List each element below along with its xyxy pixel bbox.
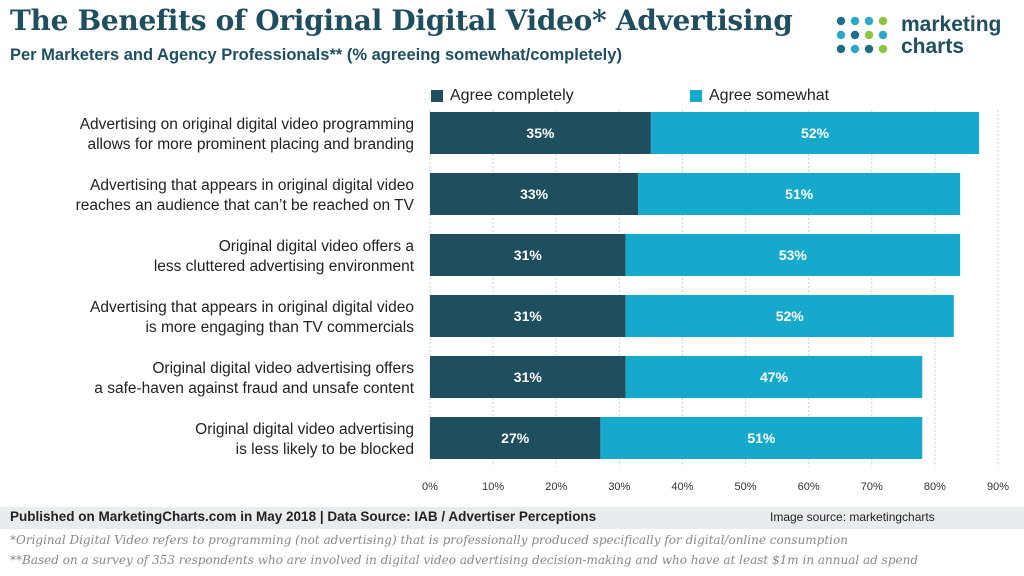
legend-item-somewhat: Agree somewhat <box>690 87 829 105</box>
logo-dot <box>836 16 846 26</box>
bar-agree-somewhat <box>650 112 980 154</box>
bar-agree-completely <box>430 173 639 215</box>
chart-subtitle: Per Marketers and Agency Professionals**… <box>10 46 622 64</box>
logo-dot <box>864 30 874 40</box>
bar-value-label: 52% <box>776 308 805 324</box>
bar-agree-completely <box>430 112 651 154</box>
x-tick-label: 90% <box>987 481 1009 493</box>
logo-line2: charts <box>901 35 965 58</box>
logo-dots-icon <box>836 16 888 54</box>
logo-dot <box>836 30 846 40</box>
logo-dot <box>850 30 860 40</box>
bar-value-label: 31% <box>514 308 543 324</box>
chart-title: The Benefits of Original Digital Video* … <box>10 4 793 37</box>
bar-value-label: 31% <box>514 369 543 385</box>
bar-value-label: 53% <box>779 247 808 263</box>
bar-value-label: 27% <box>501 430 530 446</box>
logo-line1: marketing <box>901 13 1002 36</box>
logo-dot <box>878 30 888 40</box>
bar-value-label: 51% <box>747 430 776 446</box>
legend-label-completely: Agree completely <box>450 87 574 104</box>
category-label: Advertising that appears in original dig… <box>90 177 414 194</box>
footer-bar <box>0 507 1024 529</box>
bar-value-label: 31% <box>514 247 543 263</box>
legend-swatch-completely <box>431 90 443 102</box>
bar-agree-somewhat <box>625 295 954 337</box>
x-tick-label: 20% <box>545 481 567 493</box>
bar-agree-completely <box>430 234 626 276</box>
bar-value-label: 35% <box>526 125 555 141</box>
marketingcharts-logo: marketing charts <box>835 13 1020 63</box>
bar-value-label: 33% <box>520 186 549 202</box>
category-label: Original digital video advertising <box>195 421 414 438</box>
x-tick-label: 70% <box>861 481 883 493</box>
logo-dot <box>836 44 846 54</box>
x-tick-label: 60% <box>798 481 820 493</box>
logo-dot <box>850 44 860 54</box>
legend-swatch-somewhat <box>690 90 702 102</box>
logo-dot <box>850 16 860 26</box>
bar-agree-somewhat <box>638 173 961 215</box>
category-label: Original digital video offers a <box>219 238 415 255</box>
bar-agree-completely <box>430 417 601 459</box>
category-label: is more engaging than TV commercials <box>145 319 414 336</box>
footnote-1: *Original Digital Video refers to progra… <box>10 533 848 547</box>
footnote-2: **Based on a survey of 353 respondents w… <box>10 553 919 567</box>
x-tick-label: 40% <box>671 481 693 493</box>
logo-dot <box>864 16 874 26</box>
bar-value-label: 52% <box>801 125 830 141</box>
x-tick-label: 30% <box>608 481 630 493</box>
bar-agree-somewhat <box>625 356 923 398</box>
category-label: allows for more prominent placing and br… <box>87 136 414 153</box>
footer-published: Published on MarketingCharts.com in May … <box>10 509 597 524</box>
category-label: Advertising that appears in original dig… <box>90 299 414 316</box>
logo-dot <box>878 16 888 26</box>
category-label: Original digital video advertising offer… <box>152 360 414 377</box>
bar-agree-completely <box>430 295 626 337</box>
category-label: reaches an audience that can’t be reache… <box>76 197 415 214</box>
logo-dot <box>878 44 888 54</box>
category-label: less cluttered advertising environment <box>154 258 415 275</box>
category-label: is less likely to be blocked <box>236 441 414 458</box>
bar-agree-somewhat <box>600 417 923 459</box>
bar-value-label: 47% <box>760 369 789 385</box>
bar-value-label: 51% <box>785 186 814 202</box>
x-tick-label: 10% <box>482 481 504 493</box>
category-label: Advertising on original digital video pr… <box>80 116 414 133</box>
footer-image-source: Image source: marketingcharts <box>770 510 935 524</box>
legend-label-somewhat: Agree somewhat <box>709 87 830 104</box>
bar-agree-completely <box>430 356 626 398</box>
logo-dot <box>864 44 874 54</box>
category-label: a safe-haven against fraud and unsafe co… <box>94 380 414 397</box>
bar-agree-somewhat <box>625 234 961 276</box>
logo-text: marketing charts <box>901 14 1001 58</box>
x-tick-label: 0% <box>422 481 438 493</box>
x-tick-label: 50% <box>735 481 757 493</box>
legend-item-completely: Agree completely <box>431 87 574 105</box>
x-tick-label: 80% <box>924 481 946 493</box>
